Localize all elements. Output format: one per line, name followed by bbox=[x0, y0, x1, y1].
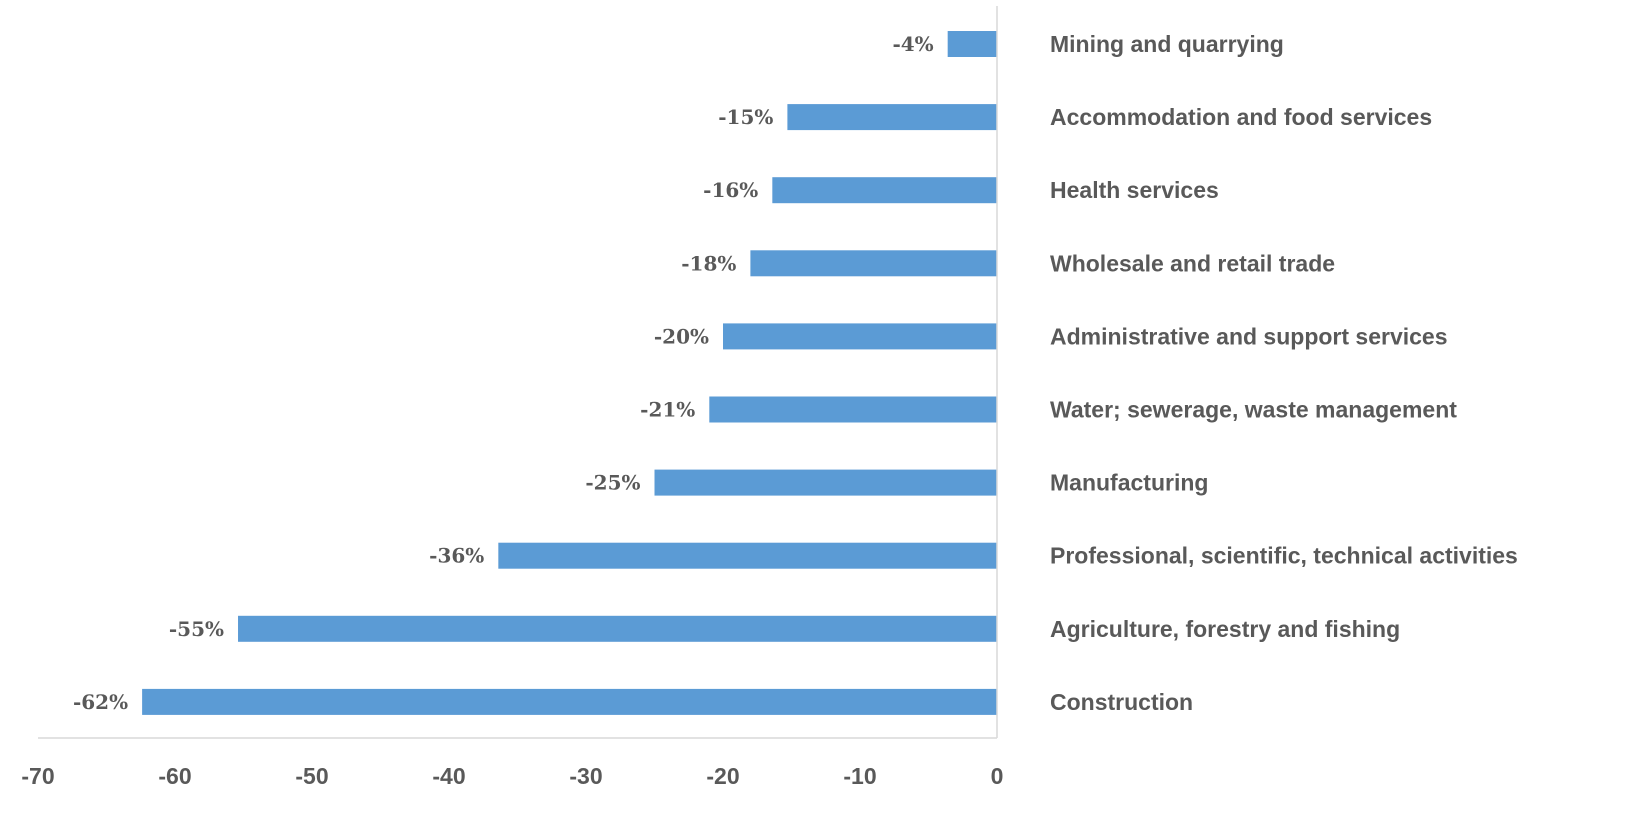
category-label: Administrative and support services bbox=[1050, 323, 1448, 349]
bar bbox=[723, 323, 997, 350]
bar bbox=[142, 688, 997, 715]
bar bbox=[772, 177, 997, 204]
category-label: Wholesale and retail trade bbox=[1050, 250, 1335, 276]
bar bbox=[947, 31, 997, 57]
bars-group bbox=[142, 31, 997, 715]
x-tick-label: -30 bbox=[569, 763, 602, 789]
bar bbox=[654, 469, 997, 496]
category-label: Health services bbox=[1050, 177, 1219, 203]
data-label: -20% bbox=[654, 324, 709, 348]
bar bbox=[750, 250, 997, 277]
data-label: -36% bbox=[429, 544, 484, 568]
data-label: -18% bbox=[681, 251, 736, 275]
x-tick-label: -60 bbox=[158, 763, 191, 789]
data-label: -4% bbox=[892, 32, 933, 56]
axes-group: -70 -60 -50 -40 -30 -20 -10 0 bbox=[21, 6, 1003, 789]
data-label: -21% bbox=[640, 398, 695, 422]
data-label: -15% bbox=[718, 105, 773, 129]
category-label: Water; sewerage, waste management bbox=[1050, 397, 1457, 423]
labels-group: -4% Mining and quarrying -15% Accommodation… bbox=[73, 31, 1518, 715]
bar bbox=[787, 104, 997, 131]
category-label: Construction bbox=[1050, 689, 1193, 715]
x-tick-label: -70 bbox=[21, 763, 54, 789]
data-label: -25% bbox=[585, 471, 640, 495]
category-label: Manufacturing bbox=[1050, 470, 1208, 496]
data-label: -55% bbox=[169, 617, 224, 641]
bar bbox=[238, 615, 997, 642]
category-label: Mining and quarrying bbox=[1050, 31, 1284, 57]
x-tick-label: -10 bbox=[843, 763, 876, 789]
bar bbox=[498, 542, 997, 569]
bar bbox=[709, 396, 997, 423]
category-label: Agriculture, forestry and fishing bbox=[1050, 616, 1400, 642]
category-label: Accommodation and food services bbox=[1050, 104, 1432, 130]
data-label: -62% bbox=[73, 690, 128, 714]
category-label: Professional, scientific, technical acti… bbox=[1050, 543, 1518, 569]
x-tick-label: -20 bbox=[706, 763, 739, 789]
x-tick-label: 0 bbox=[991, 763, 1004, 789]
x-tick-label: -50 bbox=[295, 763, 328, 789]
data-label: -16% bbox=[703, 178, 758, 202]
x-tick-label: -40 bbox=[432, 763, 465, 789]
